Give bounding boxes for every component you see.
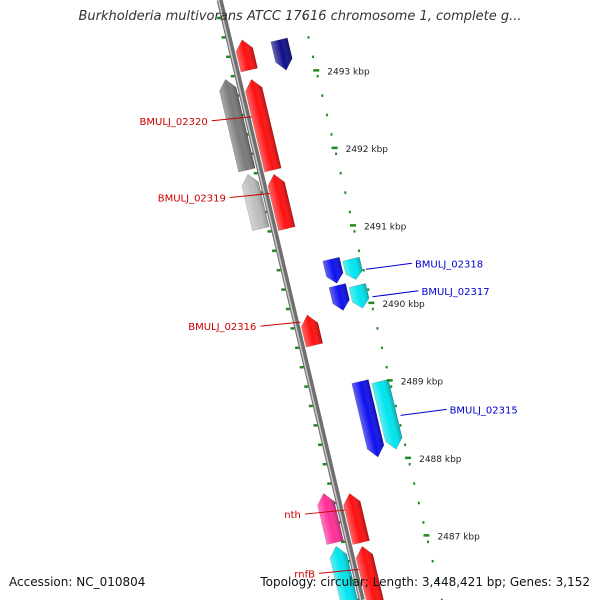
gene-arrow[interactable] — [243, 78, 282, 173]
scale-label: 2489 kbp — [401, 377, 444, 387]
gene-label-leader — [229, 192, 270, 198]
gene-arrow-shade — [349, 283, 370, 309]
gene-arrow[interactable] — [328, 283, 351, 313]
gene-arrow[interactable] — [328, 544, 360, 600]
gene-arrow[interactable] — [371, 379, 405, 451]
gene-label[interactable]: BMULJ_02318 — [415, 259, 483, 270]
scale-label: 2492 kbp — [346, 145, 389, 155]
gene-label-leader — [318, 568, 360, 574]
gene-arrow-shade — [219, 79, 256, 172]
gene-arrow-shade — [356, 546, 386, 600]
scale-label: 2487 kbp — [437, 532, 480, 542]
gene-arrow[interactable] — [351, 379, 386, 459]
gene-arrow[interactable] — [217, 78, 256, 173]
gene-label-leader — [211, 116, 252, 122]
scale-label: 2491 kbp — [364, 222, 407, 232]
gene-label-leader — [260, 321, 301, 327]
gene-arrow[interactable] — [342, 256, 364, 281]
gene-label[interactable]: BMULJ_02316 — [188, 322, 256, 333]
gene-label[interactable]: BMULJ_02320 — [140, 117, 208, 128]
gene-arrow-shade — [245, 79, 282, 172]
gene-arrow-shade — [267, 174, 296, 231]
gene-arrow-shade — [329, 283, 350, 311]
scale-label: 2493 kbp — [327, 67, 370, 77]
scale-label: 2490 kbp — [382, 300, 425, 310]
gene-arrow-shade — [351, 379, 384, 457]
gene-arrow[interactable] — [240, 172, 270, 231]
gene-label-leader — [400, 408, 447, 416]
gene-arrow-shade — [241, 174, 270, 231]
accession-label: Accession: NC_010804 — [9, 575, 146, 589]
gene-labels: BMULJ_02320 BMULJ_02319 BMULJ_02318 BMULJ_0… — [140, 116, 518, 580]
gene-arrow[interactable] — [322, 256, 345, 285]
topology-label: Topology: circular; Length: 3,448,421 bp… — [260, 575, 590, 589]
gene-label[interactable]: BMULJ_02315 — [450, 405, 518, 416]
gene-arrow[interactable] — [348, 283, 371, 311]
gene-arrow[interactable] — [234, 38, 258, 73]
gene-arrow[interactable] — [270, 37, 295, 72]
gene-arrow-shade — [236, 39, 258, 73]
gene-label[interactable]: nth — [284, 510, 301, 521]
gene-arrow[interactable] — [266, 172, 296, 231]
chromosome-backbone — [216, 0, 365, 600]
scale-label: 2488 kbp — [419, 455, 462, 465]
gene-label-leader — [365, 262, 413, 270]
scale-labels: 2493 kbp 2492 kbp 2491 kbp 2490 kbp 2489 kbp… — [313, 67, 480, 542]
gene-label[interactable]: BMULJ_02317 — [421, 287, 489, 298]
gene-arrow-shade — [322, 257, 344, 284]
gene-track — [217, 37, 405, 600]
map-title: Burkholderia multivorans ATCC 17616 chro… — [78, 9, 522, 24]
gene-arrow-shade — [301, 315, 323, 348]
backbone-highlight — [217, 0, 362, 600]
gene-arrow-shade — [371, 379, 403, 450]
gene-label-leader — [372, 290, 419, 298]
gene-arrow-shade — [343, 493, 370, 545]
gene-arrow[interactable] — [341, 492, 370, 545]
gene-arrow[interactable] — [354, 544, 386, 600]
gene-arrow[interactable] — [315, 492, 344, 545]
gene-label[interactable]: rnfB — [294, 569, 315, 580]
gene-arrow-shade — [270, 37, 293, 71]
gene-arrow[interactable] — [299, 313, 324, 348]
gene-label-leader — [304, 509, 345, 515]
gene-arrow-shade — [342, 257, 363, 280]
gene-label[interactable]: BMULJ_02319 — [158, 193, 226, 204]
gene-arrow-shade — [317, 493, 344, 545]
backbone-line — [216, 0, 365, 600]
gene-arrow-shade — [330, 546, 360, 600]
